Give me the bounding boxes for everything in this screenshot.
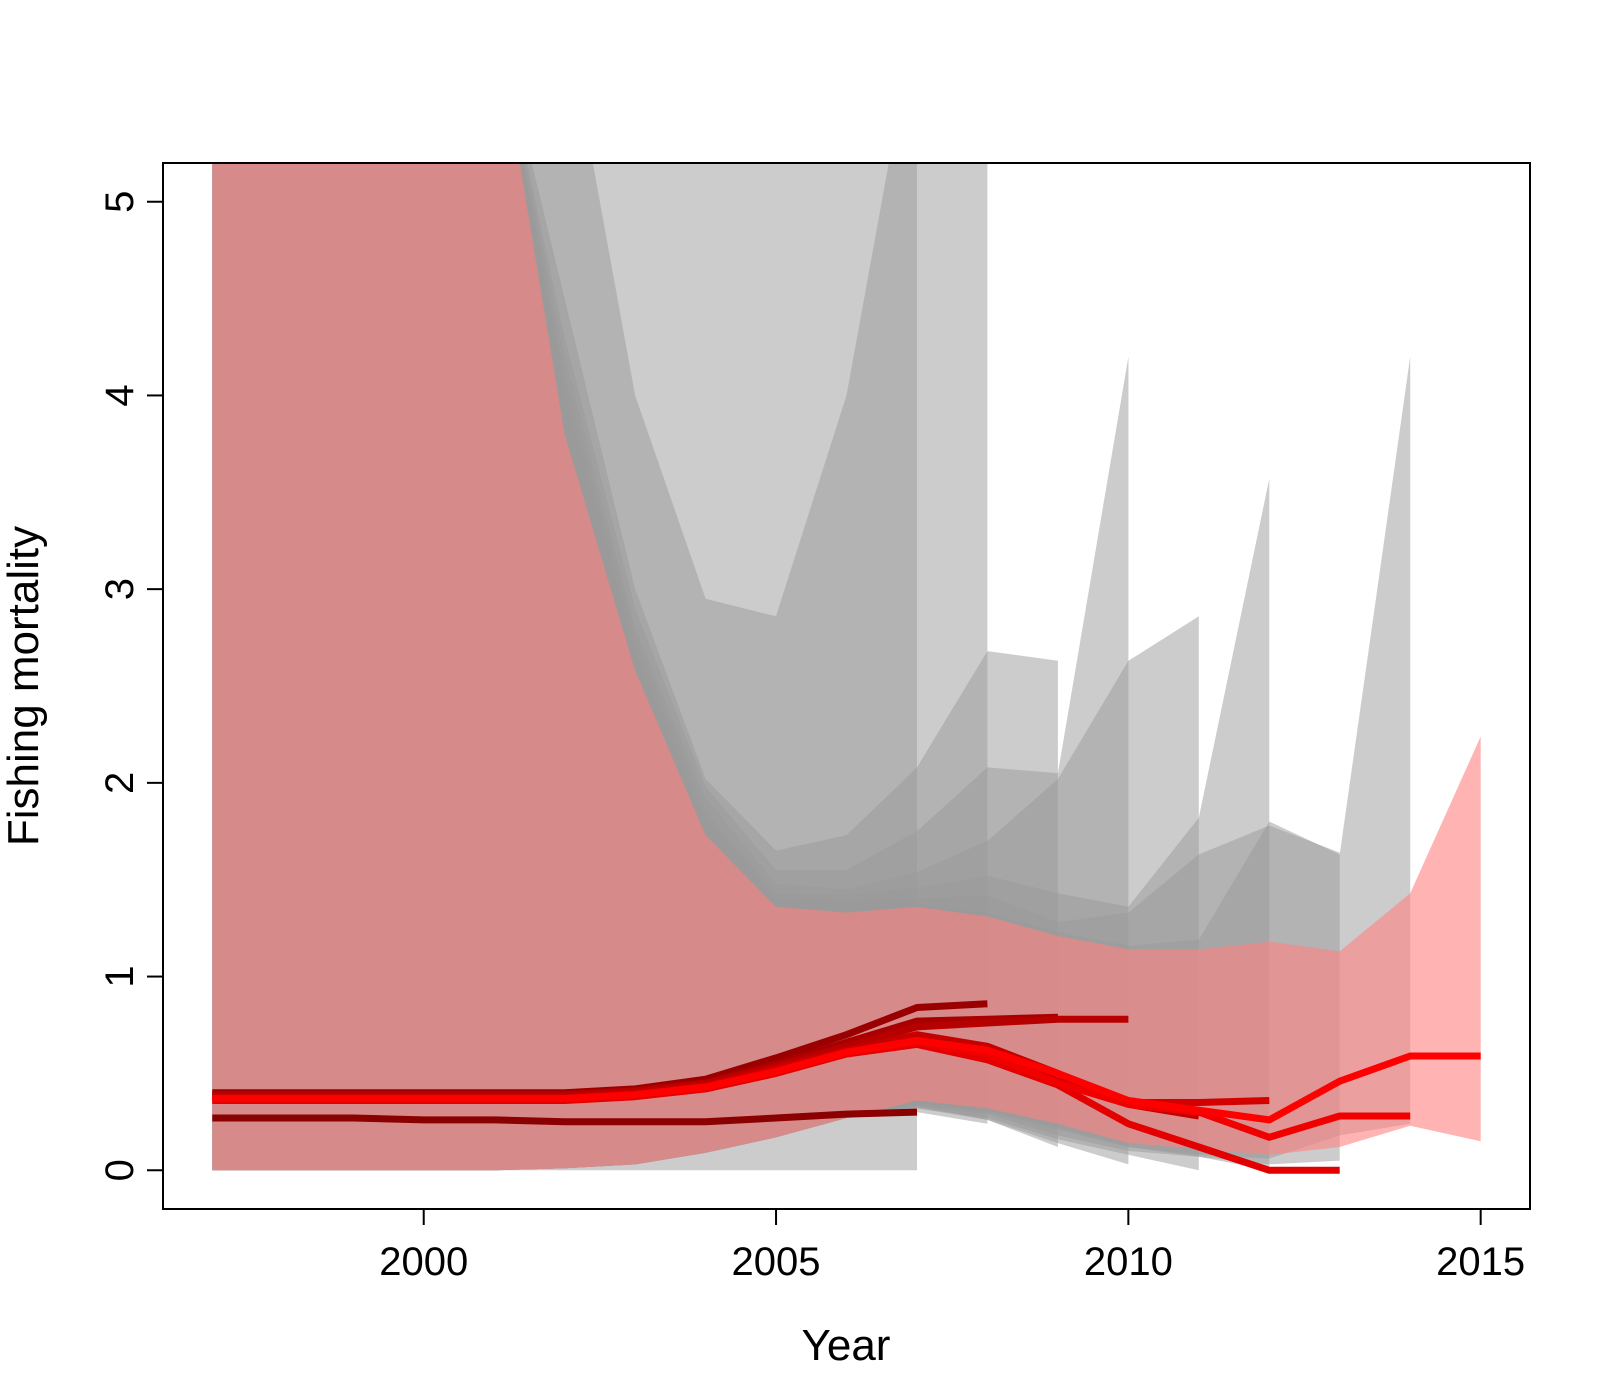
plot-frame [162,162,1531,1210]
median-line-2015 [212,1037,1481,1124]
median-lines [212,1000,1481,1174]
x-axis-title: Year [802,1321,891,1370]
x-tick-label-2005: 2005 [732,1240,821,1284]
uncertainty-bands [212,163,1481,1171]
x-tick-label-2000: 2000 [379,1240,468,1284]
y-tick-label-5: 5 [98,191,142,213]
x-tick-label-2015: 2015 [1436,1240,1525,1284]
y-tick-label-0: 0 [98,1159,142,1181]
y-tick-label-2: 2 [98,772,142,794]
y-axis-title: Fishing mortality [0,526,48,846]
median-line-2007 [212,1108,918,1126]
y-tick-label-3: 3 [98,578,142,600]
axes: 2000 2005 2010 2015 0 1 2 3 4 5 [98,191,1525,1284]
x-tick-label-2010: 2010 [1084,1240,1173,1284]
y-tick-label-4: 4 [98,384,142,406]
y-tick-label-1: 1 [98,965,142,987]
ci-band-2015 [212,163,1481,1171]
